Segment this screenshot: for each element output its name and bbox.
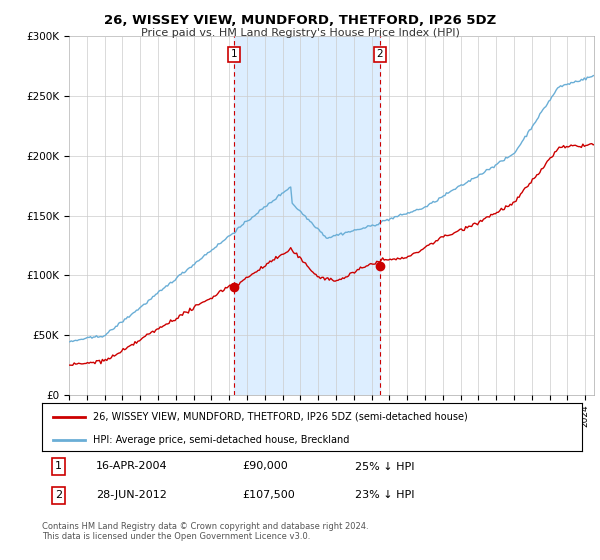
Text: 28-JUN-2012: 28-JUN-2012 xyxy=(96,491,167,501)
Text: Price paid vs. HM Land Registry's House Price Index (HPI): Price paid vs. HM Land Registry's House … xyxy=(140,28,460,38)
Text: £107,500: £107,500 xyxy=(242,491,295,501)
Text: 16-APR-2004: 16-APR-2004 xyxy=(96,461,167,472)
Text: 1: 1 xyxy=(55,461,62,472)
Text: 25% ↓ HPI: 25% ↓ HPI xyxy=(355,461,415,472)
Text: 23% ↓ HPI: 23% ↓ HPI xyxy=(355,491,415,501)
Text: 2: 2 xyxy=(376,49,383,59)
Text: HPI: Average price, semi-detached house, Breckland: HPI: Average price, semi-detached house,… xyxy=(94,435,350,445)
Text: 1: 1 xyxy=(231,49,238,59)
Text: 2: 2 xyxy=(55,491,62,501)
Text: £90,000: £90,000 xyxy=(242,461,287,472)
Text: 26, WISSEY VIEW, MUNDFORD, THETFORD, IP26 5DZ (semi-detached house): 26, WISSEY VIEW, MUNDFORD, THETFORD, IP2… xyxy=(94,412,468,422)
Text: 26, WISSEY VIEW, MUNDFORD, THETFORD, IP26 5DZ: 26, WISSEY VIEW, MUNDFORD, THETFORD, IP2… xyxy=(104,14,496,27)
Bar xyxy=(235,36,380,395)
Text: Contains HM Land Registry data © Crown copyright and database right 2024.
This d: Contains HM Land Registry data © Crown c… xyxy=(42,522,368,542)
